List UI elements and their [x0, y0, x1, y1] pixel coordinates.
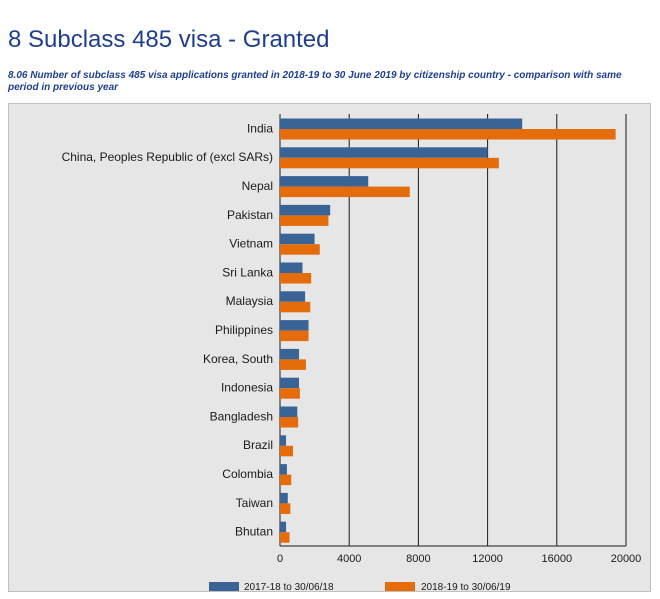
page-title: 8 Subclass 485 visa - Granted — [8, 26, 330, 53]
x-tick-label-4000: 4000 — [337, 553, 361, 565]
category-label-11: Brazil — [243, 438, 273, 452]
bar-2018-19-6 — [280, 301, 311, 313]
category-label-12: Colombia — [222, 467, 273, 481]
bar-2017-18-5 — [280, 262, 303, 273]
category-label-14: Bhutan — [235, 525, 273, 539]
category-label-4: Vietnam — [229, 237, 273, 251]
bar-2017-18-12 — [280, 464, 287, 475]
bar-2017-18-13 — [280, 492, 288, 504]
bar-2018-19-12 — [280, 474, 292, 486]
bar-2017-18-11 — [280, 435, 287, 446]
bar-2018-19-14 — [280, 532, 290, 543]
category-label-5: Sri Lanka — [222, 265, 273, 279]
bar-2017-18-0 — [280, 118, 523, 129]
x-tick-label-16000: 16000 — [542, 553, 573, 565]
category-label-2: Nepal — [242, 179, 273, 193]
bar-2018-19-9 — [280, 388, 300, 399]
x-tick-label-12000: 12000 — [472, 553, 503, 565]
legend-label-0: 2017-18 to 30/06/18 — [244, 582, 334, 593]
bar-2017-18-9 — [280, 377, 300, 389]
legend-label-1: 2018-19 to 30/06/19 — [421, 582, 511, 593]
bar-2018-19-10 — [280, 417, 299, 428]
legend-swatch-0 — [209, 582, 239, 591]
bar-2017-18-1 — [280, 147, 488, 158]
bar-2018-19-4 — [280, 244, 320, 255]
x-tick-label-0: 0 — [277, 553, 283, 565]
bar-2017-18-14 — [280, 521, 287, 533]
bar-2018-19-0 — [280, 129, 616, 140]
bar-2018-19-5 — [280, 273, 312, 284]
legend-swatch-1 — [385, 582, 415, 591]
category-label-13: Taiwan — [236, 496, 273, 510]
x-tick-label-8000: 8000 — [406, 553, 430, 565]
bar-2017-18-7 — [280, 320, 309, 331]
chart-subtitle: 8.06 Number of subclass 485 visa applica… — [8, 70, 622, 93]
category-label-8: Korea, South — [203, 352, 273, 366]
category-label-6: Malaysia — [226, 294, 274, 308]
bar-2017-18-4 — [280, 233, 315, 245]
bar-2018-19-3 — [280, 215, 329, 226]
bar-2017-18-10 — [280, 406, 298, 417]
bar-2018-19-13 — [280, 503, 291, 514]
bar-2018-19-1 — [280, 157, 499, 169]
category-label-9: Indonesia — [221, 381, 273, 395]
bar-2018-19-8 — [280, 359, 306, 370]
category-label-1: China, Peoples Republic of (excl SARs) — [62, 150, 273, 164]
category-label-3: Pakistan — [227, 208, 273, 222]
category-label-0: India — [247, 121, 273, 135]
bar-2017-18-6 — [280, 291, 306, 302]
x-tick-label-20000: 20000 — [611, 553, 642, 565]
bar-2018-19-11 — [280, 445, 293, 457]
bar-2018-19-7 — [280, 330, 309, 342]
category-label-7: Philippines — [215, 323, 273, 337]
category-label-10: Bangladesh — [210, 409, 273, 423]
bar-2017-18-8 — [280, 348, 300, 360]
bar-2017-18-3 — [280, 204, 331, 216]
bar-2018-19-2 — [280, 186, 410, 198]
bar-2017-18-2 — [280, 176, 369, 187]
